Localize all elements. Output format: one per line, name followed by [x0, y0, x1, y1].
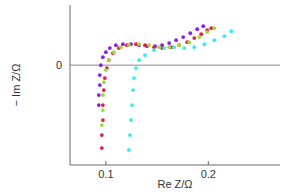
- point: [100, 146, 104, 150]
- point: [162, 46, 166, 50]
- point: [111, 51, 115, 55]
- point: [229, 29, 233, 33]
- point: [119, 45, 123, 49]
- point: [143, 53, 147, 57]
- point: [212, 38, 216, 42]
- point: [132, 76, 136, 80]
- point: [97, 103, 101, 107]
- point: [107, 58, 111, 62]
- point: [182, 46, 186, 50]
- point: [187, 40, 191, 44]
- point: [152, 48, 156, 52]
- point: [205, 30, 209, 34]
- point: [127, 148, 131, 152]
- point: [101, 93, 105, 97]
- point: [100, 133, 104, 137]
- x-tick-label: 0.2: [201, 168, 216, 180]
- point: [100, 123, 104, 127]
- chart: 0.1 0.2 0 Re Z/Ω − Im Z/Ω: [0, 0, 289, 192]
- point: [202, 42, 206, 46]
- point: [131, 88, 135, 92]
- point: [101, 55, 105, 59]
- point: [181, 35, 185, 39]
- point: [107, 58, 111, 62]
- x-tick-label: 0.1: [98, 168, 113, 180]
- y-axis-label: − Im Z/Ω: [10, 64, 22, 107]
- point: [188, 31, 192, 35]
- point: [147, 43, 151, 47]
- point: [108, 46, 112, 50]
- point: [177, 43, 181, 47]
- series: [97, 24, 205, 107]
- series: [127, 29, 233, 152]
- point: [130, 103, 134, 107]
- point: [192, 45, 196, 49]
- point: [167, 45, 171, 49]
- point: [102, 88, 106, 92]
- x-axis: [70, 165, 280, 166]
- point: [102, 80, 106, 84]
- point: [101, 108, 105, 112]
- point: [101, 118, 105, 122]
- point: [143, 43, 147, 47]
- point: [112, 50, 116, 54]
- point: [195, 27, 199, 31]
- point: [97, 93, 101, 97]
- point: [128, 133, 132, 137]
- point: [137, 58, 141, 62]
- series: [100, 26, 216, 127]
- point: [99, 63, 103, 67]
- point: [174, 38, 178, 42]
- x-axis-label: Re Z/Ω: [157, 178, 192, 190]
- point: [103, 76, 107, 80]
- point: [104, 50, 108, 54]
- y-tick-label: 0: [56, 59, 62, 71]
- point: [177, 43, 181, 47]
- point: [129, 118, 133, 122]
- point: [201, 24, 205, 28]
- point: [98, 73, 102, 77]
- point: [127, 43, 131, 47]
- point: [101, 103, 105, 107]
- point: [192, 36, 196, 40]
- point: [114, 43, 118, 47]
- point: [167, 41, 171, 45]
- point: [104, 68, 108, 72]
- point: [222, 34, 226, 38]
- series: [100, 26, 213, 150]
- point: [134, 66, 138, 70]
- point: [137, 42, 141, 46]
- point: [197, 35, 201, 39]
- point: [98, 83, 102, 87]
- x-tick: [208, 161, 209, 165]
- point: [172, 45, 176, 49]
- point: [212, 26, 216, 30]
- plot-area: [97, 24, 233, 152]
- y-axis: [70, 5, 71, 165]
- point: [157, 45, 161, 49]
- x-tick: [105, 161, 106, 165]
